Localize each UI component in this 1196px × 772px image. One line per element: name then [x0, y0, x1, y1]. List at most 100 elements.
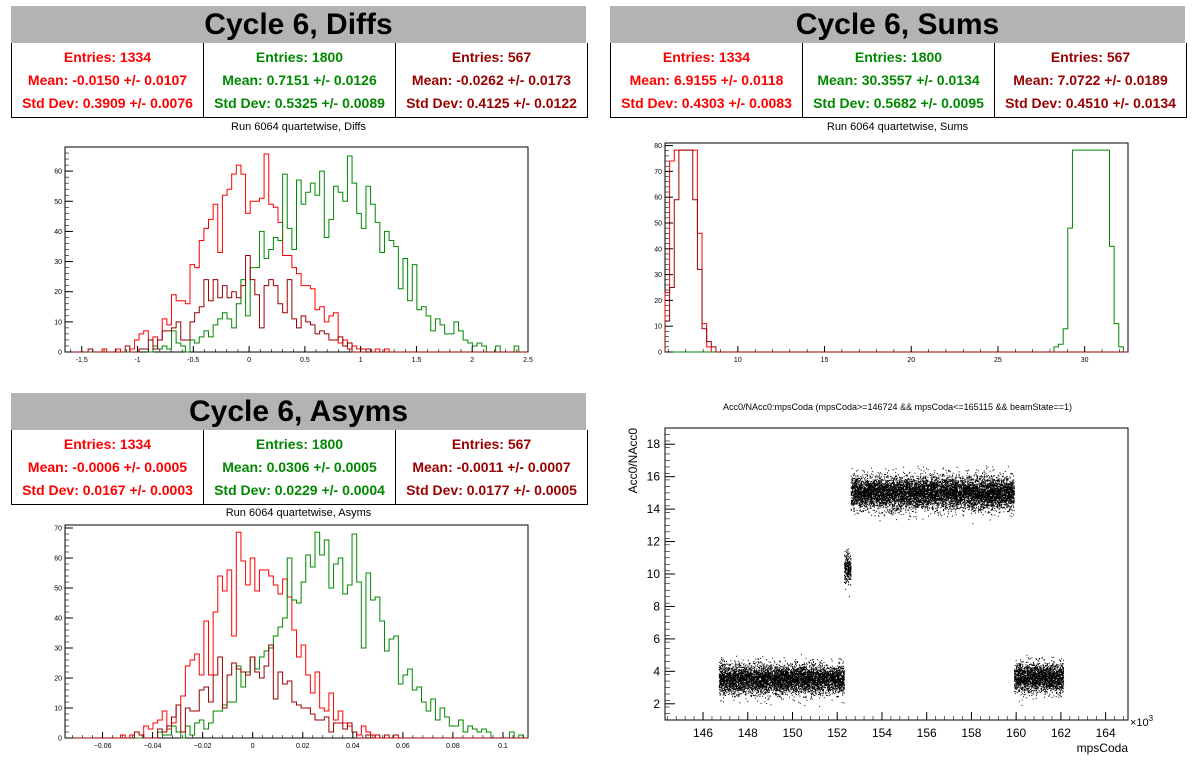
x-axis-label: mpsCoda: [1077, 741, 1129, 755]
y-tick-label: 0: [58, 350, 62, 357]
stat-entries: Entries: 1334: [662, 48, 751, 65]
stat-mean: Mean: -0.0262 +/- 0.0173: [411, 71, 572, 88]
y-tick-label: 60: [54, 169, 62, 176]
y-axis-label: Acc0/NAcc0: [626, 428, 640, 494]
asyms-stats-box: Entries: 1334 Mean: -0.0006 +/- 0.0005 S…: [11, 430, 588, 505]
histogram-series-1: [65, 155, 528, 353]
stat-mean: Mean: 6.9155 +/- 0.0118: [629, 71, 784, 88]
stat-mean: Mean: 0.0306 +/- 0.0005: [222, 458, 377, 475]
histogram-series-2: [65, 644, 528, 739]
y-tick-label: 18: [647, 437, 661, 451]
x-tick-label: 152: [827, 726, 847, 740]
stat-std: Std Dev: 0.4510 +/- 0.0134: [1005, 95, 1176, 112]
stat-entries: Entries: 1800: [255, 435, 344, 452]
diffs-subtitle: Run 6064 quartetwise, Diffs: [231, 121, 366, 133]
x-tick-label: 10: [734, 357, 742, 364]
y-tick-label: 0: [58, 736, 62, 743]
x-tick-label: 1: [359, 357, 363, 364]
stat-mean: Mean: -0.0150 +/- 0.0107: [27, 71, 188, 88]
asyms-subtitle: Run 6064 quartetwise, Asyms: [225, 507, 372, 519]
x-tick-label: -1.5: [76, 357, 88, 364]
stat-std: Std Dev: 0.0177 +/- 0.0005: [406, 482, 577, 499]
y-tick-label: 0: [658, 350, 662, 357]
stat-std: Std Dev: 0.4303 +/- 0.0083: [621, 95, 792, 112]
stat-entries: Entries: 567: [1050, 48, 1131, 65]
x-tick-label: 20: [907, 357, 915, 364]
stat-std: Std Dev: 0.0167 +/- 0.0003: [22, 482, 193, 499]
stat-entries: Entries: 567: [451, 48, 532, 65]
stat-mean: Mean: 0.7151 +/- 0.0126: [222, 71, 377, 88]
stat-std: Std Dev: 0.5325 +/- 0.0089: [214, 95, 385, 112]
sums-title: Cycle 6, Sums: [610, 6, 1185, 43]
x-tick-label: 150: [782, 726, 802, 740]
x-tick-label: 158: [961, 726, 981, 740]
y-tick-label: 20: [654, 298, 662, 305]
y-tick-label: 10: [647, 567, 661, 581]
x-tick-label: −0.04: [144, 743, 162, 750]
x-tick-label: −0.02: [194, 743, 212, 750]
x-tick-label: -1: [134, 357, 140, 364]
y-tick-label: 2: [653, 697, 660, 711]
stat-entries: Entries: 567: [451, 435, 532, 452]
stat-std: Std Dev: 0.4125 +/- 0.0122: [406, 95, 577, 112]
stat-mean: Mean: 7.0722 +/- 0.0189: [1013, 71, 1168, 88]
stat-mean: Mean: -0.0006 +/- 0.0005: [27, 458, 188, 475]
scatter-cluster-0: [718, 654, 845, 707]
x-tick-label: 164: [1096, 726, 1116, 740]
x-tick-label: 25: [994, 357, 1002, 364]
x-tick-label: 156: [917, 726, 937, 740]
y-tick-label: 10: [54, 706, 62, 713]
y-tick-label: 70: [54, 526, 62, 533]
diffs-stats-red: Entries: 1334 Mean: -0.0150 +/- 0.0107 S…: [12, 43, 204, 117]
x-tick-label: 0.5: [300, 357, 310, 364]
y-tick-label: 20: [54, 676, 62, 683]
y-tick-label: 8: [653, 599, 660, 613]
x-tick-label: 0: [247, 357, 251, 364]
asyms-stats-red: Entries: 1334 Mean: -0.0006 +/- 0.0005 S…: [12, 430, 204, 504]
diffs-stats-box: Entries: 1334 Mean: -0.0150 +/- 0.0107 S…: [11, 43, 588, 118]
y-tick-label: 14: [647, 502, 661, 516]
y-tick-label: 4: [653, 664, 660, 678]
sums-stats-darkred: Entries: 567 Mean: 7.0722 +/- 0.0189 Std…: [995, 43, 1186, 117]
sums-stats-box: Entries: 1334 Mean: 6.9155 +/- 0.0118 St…: [610, 43, 1187, 118]
y-tick-label: 40: [54, 229, 62, 236]
y-tick-label: 10: [654, 324, 662, 331]
x-tick-label: 2.5: [523, 357, 533, 364]
stat-entries: Entries: 1334: [63, 435, 152, 452]
stat-entries: Entries: 1800: [854, 48, 943, 65]
x-tick-label: 162: [1051, 726, 1071, 740]
sums-stats-red: Entries: 1334 Mean: 6.9155 +/- 0.0118 St…: [611, 43, 803, 117]
y-tick-label: 30: [654, 272, 662, 279]
y-tick-label: 10: [54, 319, 62, 326]
diffs-stats-green: Entries: 1800 Mean: 0.7151 +/- 0.0126 St…: [204, 43, 396, 117]
y-tick-label: 70: [654, 169, 662, 176]
scatter-subtitle: Acc0/NAcc0:mpsCoda (mpsCoda>=146724 && m…: [722, 402, 1073, 412]
x-tick-label: -0.5: [187, 357, 199, 364]
x-tick-label: 15: [821, 357, 829, 364]
x-tick-label: 0.02: [296, 743, 310, 750]
x-tick-label: 146: [693, 726, 713, 740]
x-tick-label: 1.5: [412, 357, 422, 364]
y-tick-label: 60: [54, 556, 62, 563]
y-tick-label: 40: [54, 616, 62, 623]
y-tick-label: 30: [54, 259, 62, 266]
sums-stats-green: Entries: 1800 Mean: 30.3557 +/- 0.0134 S…: [803, 43, 995, 117]
x-tick-label: 0.08: [446, 743, 460, 750]
x-tick-label: 160: [1006, 726, 1026, 740]
stat-mean: Mean: 30.3557 +/- 0.0134: [817, 71, 980, 88]
diffs-stats-darkred: Entries: 567 Mean: -0.0262 +/- 0.0173 St…: [396, 43, 587, 117]
y-tick-label: 12: [647, 535, 661, 549]
stat-mean: Mean: -0.0011 +/- 0.0007: [412, 458, 571, 475]
asyms-title: Cycle 6, Asyms: [11, 393, 586, 430]
x-exponent-power: 3: [1149, 714, 1154, 723]
scatter-cluster-2: [850, 465, 1015, 525]
y-tick-label: 60: [654, 195, 662, 202]
y-tick-label: 20: [54, 289, 62, 296]
x-tick-label: 0: [251, 743, 255, 750]
y-tick-label: 50: [54, 199, 62, 206]
histogram-series-1: [65, 531, 528, 739]
plot-frame: [64, 524, 529, 739]
y-tick-label: 16: [647, 470, 661, 484]
